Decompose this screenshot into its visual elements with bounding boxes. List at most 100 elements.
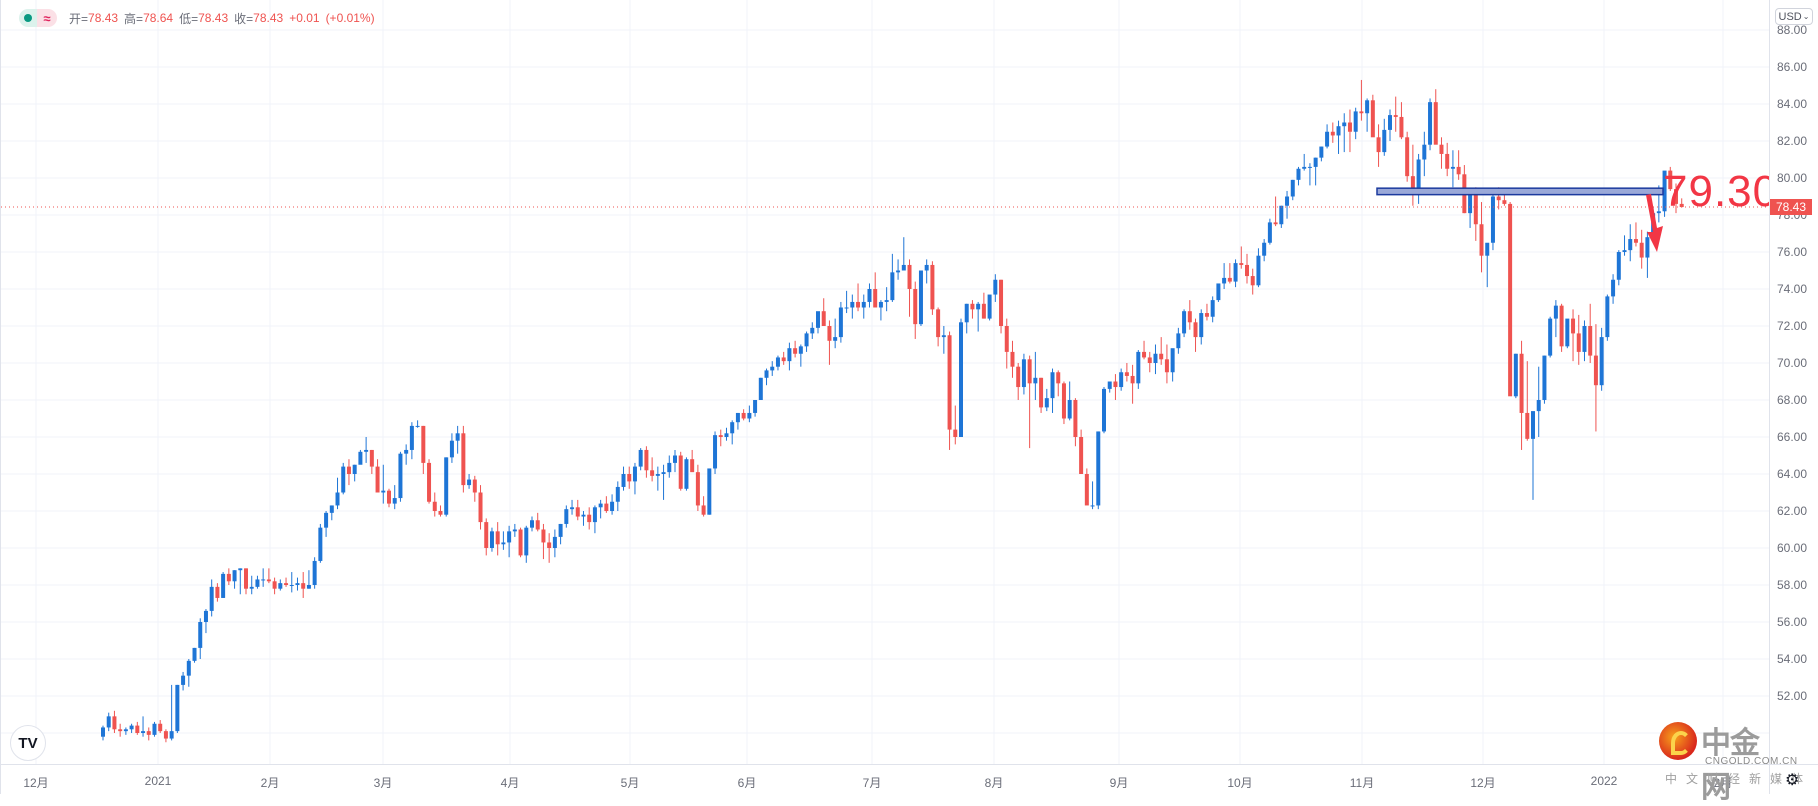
candle-body xyxy=(1130,375,1135,384)
candle-body xyxy=(329,505,334,513)
candle-body xyxy=(1370,100,1375,138)
candle-body xyxy=(730,422,735,434)
price-axis[interactable]: 88.00 86.00 84.00 82.00 80.00 78.00 76.00 74.00… xyxy=(1769,0,1818,764)
candle-body xyxy=(707,468,712,515)
candle-body xyxy=(873,289,878,308)
high-value: 78.64 xyxy=(143,11,174,25)
down-arrow-icon[interactable] xyxy=(1646,194,1663,252)
candle-body xyxy=(1302,166,1307,169)
candle-body xyxy=(1222,277,1227,284)
annotation-price-label[interactable]: 79.30 xyxy=(1663,167,1779,216)
candle-body xyxy=(318,527,323,561)
candle-body xyxy=(255,579,260,587)
candle-body xyxy=(1187,311,1192,323)
candle-body xyxy=(735,412,740,423)
candle-body xyxy=(890,272,895,301)
candle-body xyxy=(827,326,832,341)
candle-body xyxy=(1576,333,1581,352)
resistance-zone-rectangle[interactable] xyxy=(1376,187,1664,196)
cngold-logo-icon xyxy=(1659,722,1697,760)
candle-body xyxy=(1536,400,1541,412)
candle-body xyxy=(644,449,649,471)
price-tick-label: 80.00 xyxy=(1777,171,1808,185)
candle-body xyxy=(1668,170,1673,190)
candle-body xyxy=(1210,300,1215,317)
candle-body xyxy=(381,490,386,493)
time-axis[interactable]: 12月 2021 2月 3月 4月 5月 6月 7月 8月 9月 10月 11月 12月 2022 2月 xyxy=(1,764,1769,794)
candle-body xyxy=(810,327,815,334)
candle-body xyxy=(1073,400,1078,437)
candle-body xyxy=(352,464,357,474)
candle-body xyxy=(1674,189,1678,204)
candle-body xyxy=(1428,102,1433,145)
candle-body xyxy=(123,729,128,732)
candle-body xyxy=(249,586,254,589)
candle-body xyxy=(1039,377,1044,408)
candle-body xyxy=(415,425,420,427)
candle-body xyxy=(1004,326,1009,352)
candle-body xyxy=(1622,250,1627,252)
candle-body xyxy=(850,301,855,308)
candle-body xyxy=(209,586,214,611)
time-tick-label: 2月 xyxy=(1713,776,1733,790)
candle-body xyxy=(1496,196,1501,201)
candle-body xyxy=(1307,166,1312,168)
candle-body xyxy=(867,289,872,302)
candle-body xyxy=(1079,437,1084,474)
candle-body xyxy=(632,466,637,482)
candle-body xyxy=(118,729,123,732)
candle-body xyxy=(627,474,632,482)
price-tick-label: 74.00 xyxy=(1777,282,1808,296)
candle-body xyxy=(1485,242,1490,256)
candle-body xyxy=(833,337,838,341)
candle-body xyxy=(987,294,992,319)
tradingview-logo-icon[interactable]: TV xyxy=(10,725,46,761)
close-label: 收= xyxy=(234,11,254,26)
candle-body xyxy=(215,586,220,598)
candle-body xyxy=(1084,474,1089,506)
candle-body xyxy=(1353,111,1358,132)
candle-body xyxy=(1559,305,1564,347)
candle-body xyxy=(701,505,706,515)
settings-gear-icon[interactable]: ⚙ xyxy=(1785,772,1800,789)
candle-body xyxy=(1336,126,1341,136)
currency-selector[interactable]: USD ⌄ xyxy=(1775,8,1813,25)
candle-body xyxy=(1490,196,1495,243)
candle-body xyxy=(1159,353,1164,360)
candle-body xyxy=(621,474,626,487)
candle-body xyxy=(364,449,369,452)
candle-body xyxy=(1656,211,1661,214)
change-percent: (+0.01%) xyxy=(325,11,375,25)
price-tick-label: 62.00 xyxy=(1777,504,1808,518)
candle-body xyxy=(135,725,140,733)
time-tick-label: 2月 xyxy=(260,776,280,790)
data-delay-icon: ≈ xyxy=(37,9,57,27)
candle-body xyxy=(787,348,792,362)
candle-body xyxy=(221,573,226,598)
time-tick-label: 2021 xyxy=(144,774,172,788)
market-open-dot-icon xyxy=(19,9,37,27)
time-tick-label: 10月 xyxy=(1227,776,1253,790)
candle-body xyxy=(838,307,843,338)
time-tick-label: 11月 xyxy=(1349,776,1375,790)
candle-body xyxy=(1439,144,1444,154)
candle-body xyxy=(941,335,946,338)
watermark-domain: CNGOLD.COM.CN xyxy=(1705,756,1798,767)
candle-body xyxy=(564,509,569,524)
price-tick-label: 60.00 xyxy=(1777,541,1808,555)
candle-body xyxy=(341,466,346,493)
candle-body xyxy=(1010,351,1015,367)
candle-body xyxy=(655,474,660,476)
candle-body xyxy=(158,723,163,732)
candle-body xyxy=(1473,194,1478,225)
time-tick-label: 12月 xyxy=(1470,776,1496,790)
candle-body xyxy=(592,507,597,523)
candle-body xyxy=(959,322,963,437)
chart-plot-area[interactable] xyxy=(1,0,1769,764)
candle-body xyxy=(169,731,174,739)
series-status-pill[interactable]: ≈ xyxy=(19,9,57,27)
candle-body xyxy=(181,675,186,685)
candle-body xyxy=(907,264,912,289)
candle-body xyxy=(816,311,820,328)
candle-body xyxy=(1508,203,1513,397)
